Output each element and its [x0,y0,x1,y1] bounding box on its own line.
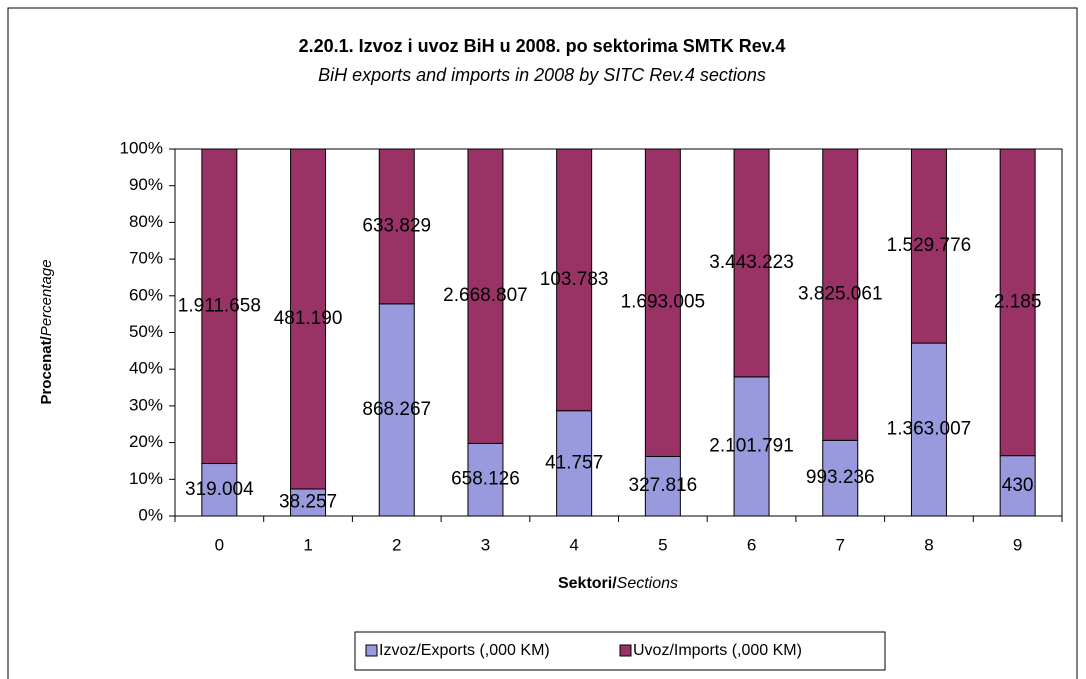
legend-label: Uvoz/Imports (,000 KM) [633,642,802,659]
data-label: 3.443.223 [709,252,794,273]
data-label: 1.363.007 [887,419,972,440]
y-tick-label: 100% [120,138,163,157]
bar-segment [644,455,681,517]
bar-segment [201,148,238,465]
bar-segment [290,488,327,517]
legend-label: Izvoz/Exports (,000 KM) [379,642,550,659]
data-label: 993.236 [806,467,875,488]
data-label: 41.757 [545,452,603,473]
data-label: 1.693.005 [621,292,706,313]
data-label: 1.911.658 [178,295,261,316]
data-label: 430 [1002,475,1034,496]
x-axis-label: Sektori/Sections [558,575,678,592]
x-tick-label: 8 [924,535,933,554]
bar-segment [201,463,238,517]
y-axis-label: Procenat/Percentage [38,259,55,404]
bar-segment [910,148,947,344]
data-label: 2.668.807 [443,285,528,306]
y-tick-label: 70% [129,249,163,268]
bar-segment [910,342,947,517]
y-tick-label: 0% [138,505,163,524]
bar-segment [378,148,415,305]
data-label: 319.004 [185,479,254,500]
bar-segment [467,148,504,444]
y-tick-label: 20% [129,432,163,451]
bar-segment [999,148,1036,457]
bar-segment [822,439,859,517]
bar-segment [822,148,859,441]
legend-swatch [619,644,632,657]
chart-title: 2.20.1. Izvoz i uvoz BiH u 2008. po sekt… [299,36,786,56]
bar-segment [290,148,327,490]
bar-segment [556,148,593,412]
y-tick-label: 50% [129,322,163,341]
bar-segment [644,148,681,457]
bar-segment [378,303,415,517]
legend-swatch [365,644,378,657]
x-tick-label: 4 [569,535,578,554]
x-axis-label-part: Sections [617,575,678,592]
y-axis-label-part: Percentage [38,259,55,336]
data-label: 868.267 [362,399,431,420]
y-axis-label-part: Procenat/ [38,335,55,404]
x-tick-label: 2 [392,535,401,554]
y-tick-label: 90% [129,175,163,194]
data-label: 2.185 [994,291,1042,312]
data-label: 3.825.061 [798,284,883,305]
y-tick-label: 60% [129,285,163,304]
x-tick-label: 3 [481,535,490,554]
data-label: 327.816 [629,475,698,496]
data-label: 38.257 [279,492,337,513]
x-tick-label: 7 [836,535,845,554]
y-tick-label: 80% [129,212,163,231]
data-label: 481.190 [274,308,343,329]
chart-subtitle: BiH exports and imports in 2008 by SITC … [318,65,766,85]
y-tick-label: 30% [129,395,163,414]
data-label: 103.783 [540,269,609,290]
y-tick-label: 10% [129,469,163,488]
x-tick-label: 5 [658,535,667,554]
data-label: 2.101.791 [709,435,794,456]
bar-segment [467,442,504,517]
data-label: 633.829 [362,215,431,236]
data-label: 658.126 [451,469,520,490]
x-tick-label: 9 [1013,535,1022,554]
x-tick-label: 0 [215,535,224,554]
chart-frame [7,7,1078,679]
x-axis-label-part: Sektori/ [558,575,617,592]
data-label: 1.529.776 [887,235,972,256]
bar-segment [733,148,770,378]
x-tick-label: 1 [303,535,312,554]
x-tick-label: 6 [747,535,756,554]
y-tick-label: 40% [129,359,163,378]
